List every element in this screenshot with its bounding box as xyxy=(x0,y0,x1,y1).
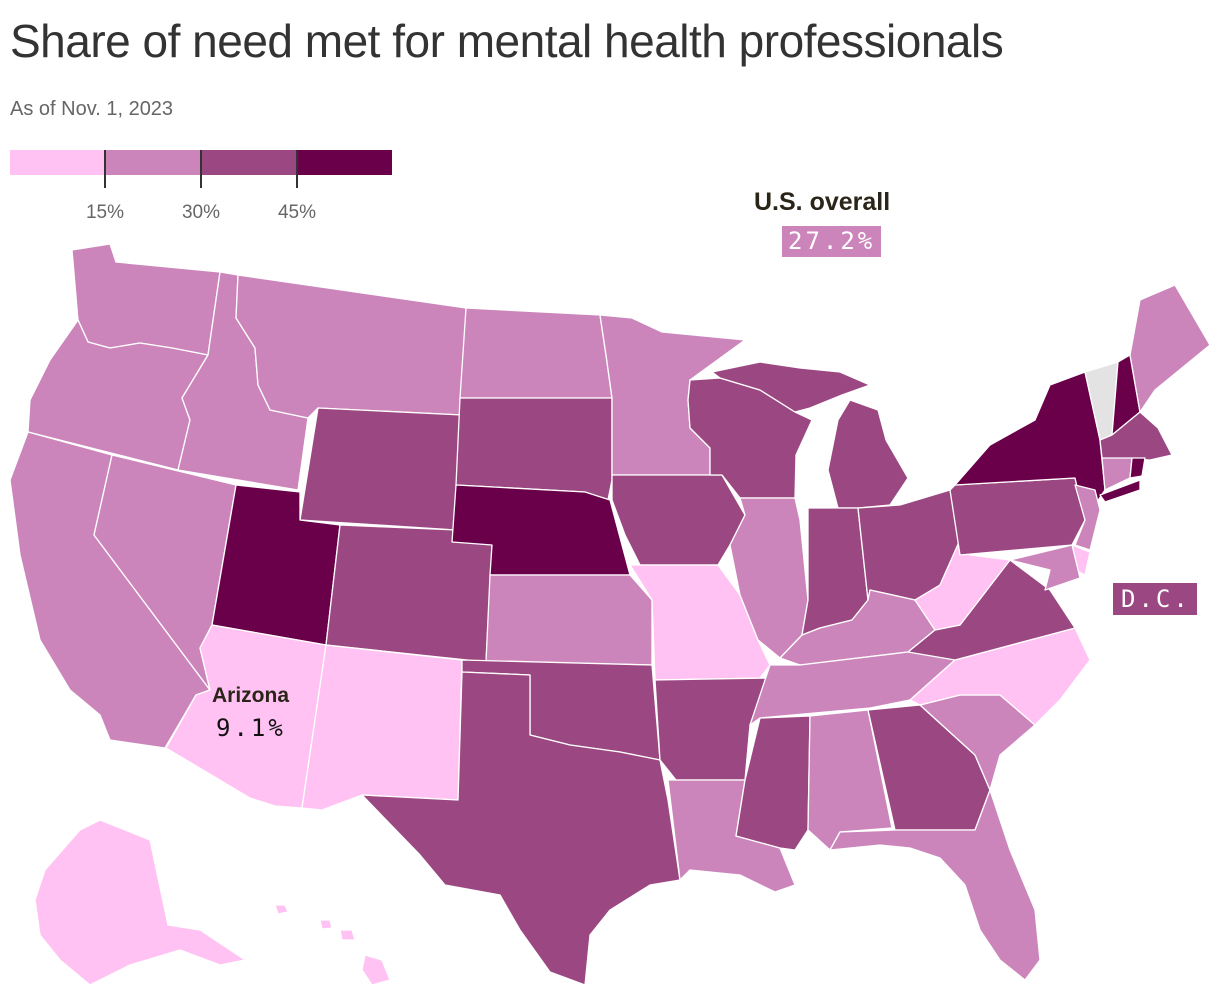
legend-swatch-4 xyxy=(297,150,392,175)
state-maryland[interactable] xyxy=(1009,544,1081,591)
state-hawaii[interactable] xyxy=(274,904,391,986)
dc-label: D.C. xyxy=(1113,583,1197,615)
state-wyoming[interactable] xyxy=(299,407,463,531)
state-michigan-upper[interactable] xyxy=(711,361,871,413)
state-kansas[interactable] xyxy=(485,574,653,666)
state-rhode-island[interactable] xyxy=(1129,457,1146,479)
state-pennsylvania[interactable] xyxy=(949,477,1086,556)
state-new-york-long-island[interactable] xyxy=(1099,479,1141,503)
state-texas[interactable] xyxy=(361,671,681,986)
legend-label-30: 30% xyxy=(181,202,221,223)
state-new-mexico[interactable] xyxy=(301,644,463,811)
legend-tick-45 xyxy=(296,150,298,188)
legend-swatch-2 xyxy=(105,150,201,175)
page-title: Share of need met for mental health prof… xyxy=(10,15,1004,67)
page-subtitle: As of Nov. 1, 2023 xyxy=(10,98,174,120)
color-legend: 15% 30% 45% xyxy=(10,150,392,223)
legend-label-15: 15% xyxy=(85,202,125,223)
legend-tick-15 xyxy=(104,150,106,188)
us-overall-value: 27.2% xyxy=(782,226,882,257)
state-north-dakota[interactable] xyxy=(459,307,613,399)
state-michigan[interactable] xyxy=(827,399,909,509)
us-overall-label: U.S. overall xyxy=(754,188,891,216)
state-maine[interactable] xyxy=(1129,284,1211,413)
state-new-jersey[interactable] xyxy=(1074,484,1101,551)
state-washington[interactable] xyxy=(71,243,221,356)
state-montana[interactable] xyxy=(235,274,467,419)
state-west-virginia[interactable] xyxy=(914,539,1011,631)
arizona-value: 9.1% xyxy=(216,714,286,742)
legend-swatch-1 xyxy=(10,150,105,175)
arizona-label: Arizona xyxy=(212,684,290,707)
legend-label-45: 45% xyxy=(277,202,317,223)
legend-tick-30 xyxy=(200,150,202,188)
state-iowa[interactable] xyxy=(611,474,746,566)
state-florida[interactable] xyxy=(829,789,1041,981)
legend-swatch-3 xyxy=(201,150,297,175)
state-south-dakota[interactable] xyxy=(455,397,613,501)
state-alaska[interactable] xyxy=(34,819,246,986)
state-colorado[interactable] xyxy=(325,524,493,663)
